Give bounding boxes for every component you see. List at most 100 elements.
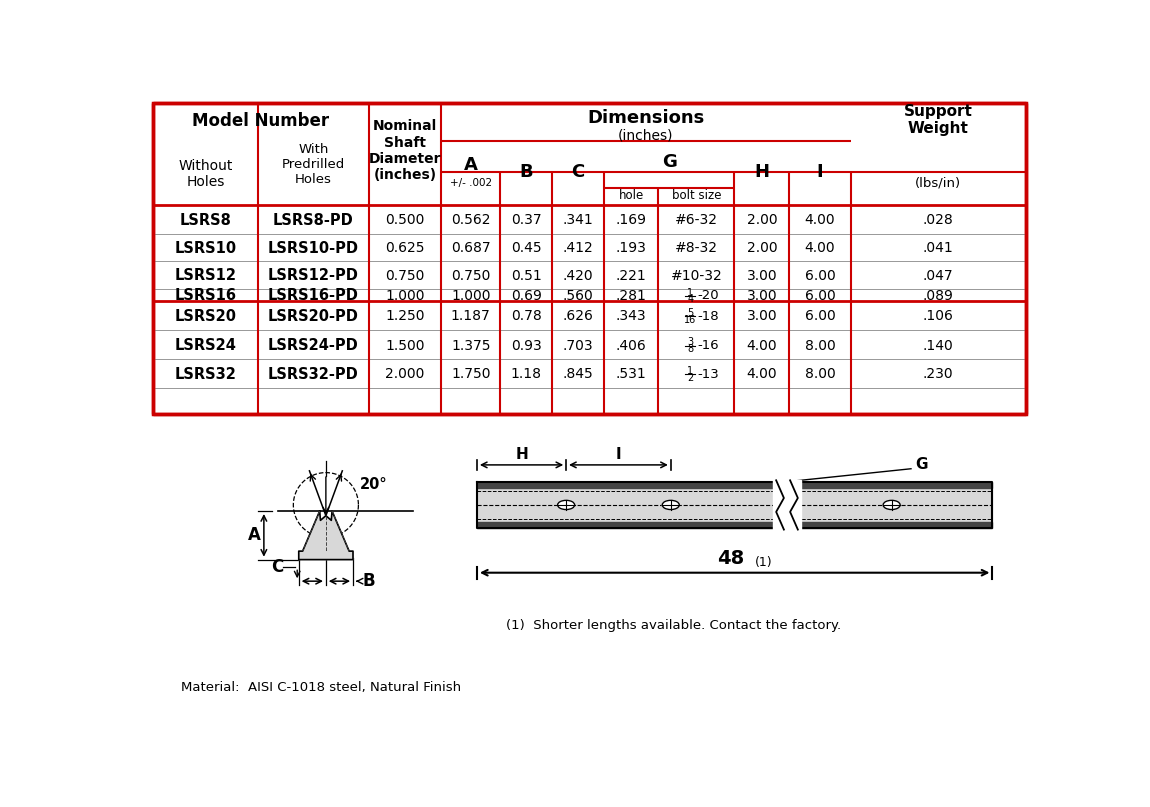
Text: I: I: [615, 446, 621, 462]
Text: A: A: [463, 156, 477, 174]
Text: 2: 2: [687, 373, 693, 383]
Text: 0.78: 0.78: [511, 309, 542, 324]
Text: 0.45: 0.45: [511, 241, 542, 255]
Text: hole: hole: [619, 189, 644, 202]
Text: B: B: [520, 162, 534, 181]
Text: 1.000: 1.000: [451, 289, 491, 303]
Text: 6.00: 6.00: [805, 269, 835, 283]
Text: Support
Weight: Support Weight: [904, 104, 973, 136]
Bar: [153, 103, 1026, 414]
Text: .845: .845: [562, 367, 593, 382]
Text: LSRS12-PD: LSRS12-PD: [268, 269, 359, 283]
Polygon shape: [477, 522, 992, 528]
Text: 0.750: 0.750: [451, 269, 491, 283]
Text: H: H: [515, 446, 528, 462]
Text: 3.00: 3.00: [746, 269, 777, 283]
Text: 0.69: 0.69: [511, 289, 542, 303]
Text: Model Number: Model Number: [192, 112, 329, 131]
Text: .406: .406: [616, 339, 646, 353]
Text: With
Predrilled
Holes: With Predrilled Holes: [282, 143, 345, 186]
Text: 48: 48: [718, 549, 744, 567]
Text: I: I: [816, 162, 823, 181]
Text: -16: -16: [697, 339, 719, 352]
Ellipse shape: [662, 500, 680, 509]
Polygon shape: [477, 482, 992, 528]
Text: .140: .140: [922, 339, 953, 353]
Text: 3: 3: [687, 337, 693, 348]
Text: 1: 1: [687, 366, 693, 376]
Text: LSRS24: LSRS24: [175, 338, 237, 353]
Text: LSRS20: LSRS20: [175, 309, 237, 324]
Text: 16: 16: [684, 315, 696, 324]
Text: 2.00: 2.00: [746, 213, 777, 227]
Text: LSRS8: LSRS8: [179, 212, 231, 228]
Text: #10-32: #10-32: [670, 269, 722, 283]
Polygon shape: [299, 511, 353, 559]
Text: 1.250: 1.250: [385, 309, 424, 324]
Text: LSRS32-PD: LSRS32-PD: [268, 367, 359, 382]
Text: LSRS10: LSRS10: [175, 240, 237, 256]
Text: 1.000: 1.000: [385, 289, 424, 303]
Text: .412: .412: [562, 241, 593, 255]
Text: H: H: [754, 162, 769, 181]
Text: 1.750: 1.750: [451, 367, 491, 382]
Text: 0.562: 0.562: [451, 213, 491, 227]
Polygon shape: [773, 479, 800, 530]
Text: 4.00: 4.00: [746, 339, 777, 353]
Text: .626: .626: [562, 309, 593, 324]
Text: 6.00: 6.00: [805, 309, 835, 324]
Text: .221: .221: [616, 269, 646, 283]
Text: LSRS16-PD: LSRS16-PD: [268, 288, 359, 303]
Text: .047: .047: [922, 269, 953, 283]
Text: LSRS20-PD: LSRS20-PD: [268, 309, 359, 324]
Text: bolt size: bolt size: [672, 189, 721, 202]
Text: .703: .703: [562, 339, 593, 353]
Text: 4: 4: [687, 295, 693, 304]
Text: 1.18: 1.18: [511, 367, 542, 382]
Text: .169: .169: [615, 213, 646, 227]
Text: -13: -13: [697, 368, 719, 381]
Text: Nominal
Shaft
Diameter
(inches): Nominal Shaft Diameter (inches): [369, 119, 442, 182]
Text: 1.187: 1.187: [451, 309, 491, 324]
Text: Without
Holes: Without Holes: [178, 159, 233, 189]
Text: #8-32: #8-32: [675, 241, 718, 255]
Text: 4.00: 4.00: [746, 367, 777, 382]
Text: .281: .281: [615, 289, 646, 303]
Text: 8: 8: [687, 344, 693, 354]
Text: G: G: [661, 153, 676, 171]
Text: #6-32: #6-32: [675, 213, 718, 227]
Text: 0.750: 0.750: [385, 269, 424, 283]
Text: 6.00: 6.00: [805, 289, 835, 303]
Text: 0.93: 0.93: [511, 339, 542, 353]
Text: .531: .531: [616, 367, 646, 382]
Text: C: C: [572, 162, 584, 181]
Text: .230: .230: [922, 367, 953, 382]
Text: 0.37: 0.37: [511, 213, 542, 227]
Text: A: A: [248, 526, 261, 545]
Text: G: G: [915, 458, 927, 472]
Text: -20: -20: [697, 290, 719, 303]
Text: .193: .193: [615, 241, 646, 255]
Text: LSRS16: LSRS16: [175, 288, 237, 303]
Text: (lbs/in): (lbs/in): [915, 177, 961, 190]
Text: -18: -18: [697, 310, 719, 323]
Text: (inches): (inches): [619, 128, 674, 142]
Text: 1: 1: [687, 288, 693, 298]
Text: 5: 5: [687, 308, 693, 318]
Text: 0.51: 0.51: [511, 269, 542, 283]
Text: 3.00: 3.00: [746, 309, 777, 324]
Text: LSRS32: LSRS32: [175, 367, 237, 382]
Text: Dimensions: Dimensions: [588, 110, 705, 128]
Text: 8.00: 8.00: [805, 339, 835, 353]
Text: 0.625: 0.625: [385, 241, 424, 255]
Text: 1.375: 1.375: [451, 339, 491, 353]
Text: 1.500: 1.500: [385, 339, 424, 353]
Text: .560: .560: [562, 289, 593, 303]
Text: 2.00: 2.00: [746, 241, 777, 255]
Text: .343: .343: [616, 309, 646, 324]
Text: +/- .002: +/- .002: [450, 178, 492, 188]
Text: .041: .041: [922, 241, 953, 255]
Text: LSRS24-PD: LSRS24-PD: [268, 338, 359, 353]
Text: 0.687: 0.687: [451, 241, 491, 255]
Polygon shape: [477, 482, 992, 488]
